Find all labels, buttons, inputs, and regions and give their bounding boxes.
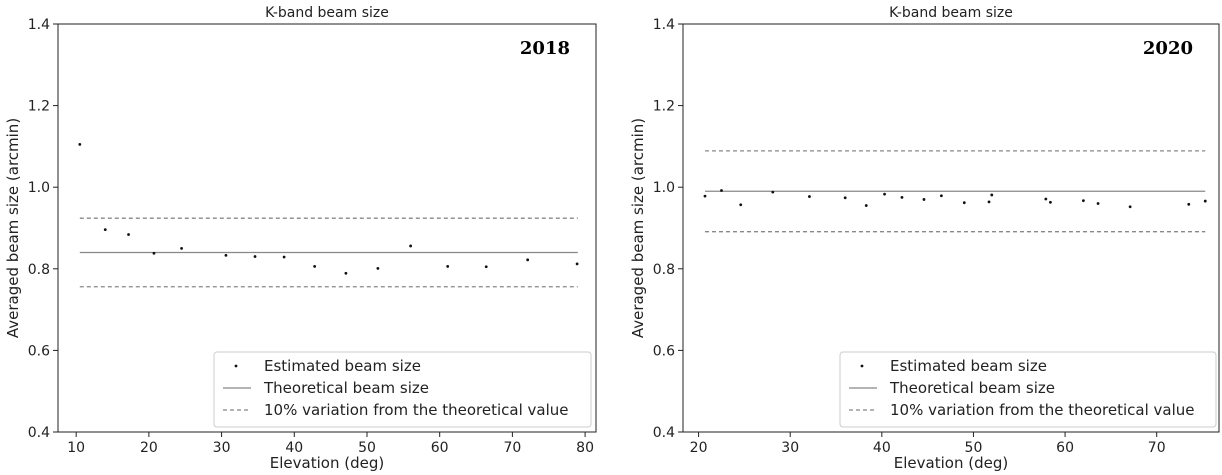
x-tick-label: 80 xyxy=(576,440,594,456)
data-point xyxy=(1096,202,1100,205)
x-tick-label: 50 xyxy=(965,440,983,456)
year-annotation: 2020 xyxy=(1143,38,1193,59)
data-point xyxy=(987,200,991,204)
x-tick-label: 70 xyxy=(503,440,521,456)
x-tick-label: 20 xyxy=(690,440,708,456)
legend-entry: 10% variation from the theoretical value xyxy=(890,401,1195,419)
data-point xyxy=(253,255,257,258)
data-point xyxy=(224,253,228,257)
data-point xyxy=(484,265,488,269)
x-tick-label: 60 xyxy=(431,440,449,456)
data-point xyxy=(864,204,868,207)
data-point xyxy=(313,264,317,268)
x-tick-label: 50 xyxy=(358,440,376,456)
y-tick-label: 0.6 xyxy=(28,343,50,359)
data-point xyxy=(939,194,943,198)
y-tick-label: 0.8 xyxy=(28,262,50,278)
data-point xyxy=(900,196,904,199)
data-point xyxy=(526,258,530,262)
legend-entry: Theoretical beam size xyxy=(263,379,429,397)
data-point xyxy=(720,189,723,192)
x-tick-label: 40 xyxy=(873,440,891,456)
legend-marker-points xyxy=(860,364,864,368)
legend-entry: Theoretical beam size xyxy=(889,379,1055,397)
data-point xyxy=(152,251,156,255)
x-axis-label: Elevation (deg) xyxy=(270,454,384,472)
data-point xyxy=(771,190,775,194)
legend-entry: 10% variation from the theoretical value xyxy=(264,401,569,419)
data-point xyxy=(282,255,286,259)
x-tick-label: 40 xyxy=(285,440,303,456)
data-point xyxy=(1128,205,1132,209)
y-tick-label: 1.0 xyxy=(653,180,675,196)
chart-title: K-band beam size xyxy=(889,5,1013,21)
y-axis-label: Averaged beam size (arcmin) xyxy=(4,118,22,338)
chart-0: K-band beam size 2018 10 20 30 40 50 60 70 80 0.4 0… xyxy=(4,5,597,472)
data-point xyxy=(808,195,811,198)
data-point xyxy=(883,192,886,196)
data-point xyxy=(1081,199,1085,203)
data-point xyxy=(1044,197,1048,201)
x-tick-label: 20 xyxy=(140,440,158,456)
plot-frame xyxy=(682,23,1220,433)
x-tick-label: 30 xyxy=(781,440,799,456)
legend-entry: Estimated beam size xyxy=(264,357,421,375)
data-point xyxy=(409,244,413,248)
x-tick-label: 60 xyxy=(1056,440,1074,456)
y-axis-label: Averaged beam size (arcmin) xyxy=(629,118,647,338)
data-point xyxy=(78,142,82,146)
data-point xyxy=(922,198,926,201)
y-tick-label: 1.4 xyxy=(653,17,675,33)
plot-frame xyxy=(57,23,597,433)
x-tick-label: 10 xyxy=(67,440,85,456)
legend-box xyxy=(213,351,592,428)
y-tick-label: 1.2 xyxy=(653,99,675,115)
chart-title: K-band beam size xyxy=(265,5,389,21)
legend-box xyxy=(839,351,1217,428)
y-tick-label: 0.4 xyxy=(653,425,675,441)
data-point xyxy=(703,194,707,198)
y-tick-label: 1.0 xyxy=(28,180,50,196)
data-point xyxy=(180,247,183,250)
data-point xyxy=(127,233,130,236)
data-point xyxy=(376,266,380,270)
y-tick-label: 0.8 xyxy=(653,262,675,278)
data-point xyxy=(990,193,994,197)
data-point xyxy=(739,203,743,207)
x-tick-label: 30 xyxy=(213,440,231,456)
year-annotation: 2018 xyxy=(520,38,570,59)
y-tick-label: 0.6 xyxy=(653,343,675,359)
data-point xyxy=(1049,200,1052,204)
data-point xyxy=(575,262,579,266)
y-tick-label: 0.4 xyxy=(28,425,50,441)
data-point xyxy=(1203,199,1207,203)
x-tick-label: 70 xyxy=(1148,440,1166,456)
data-point xyxy=(103,228,107,232)
data-point xyxy=(1187,202,1191,206)
data-point xyxy=(843,196,847,200)
data-point xyxy=(446,264,450,268)
y-tick-label: 1.4 xyxy=(28,17,50,33)
legend-entry: Estimated beam size xyxy=(890,357,1047,375)
y-tick-label: 1.2 xyxy=(28,99,50,115)
data-point xyxy=(344,271,348,275)
data-point xyxy=(962,201,966,205)
x-axis-label: Elevation (deg) xyxy=(894,454,1008,472)
legend-marker-points xyxy=(234,364,238,368)
